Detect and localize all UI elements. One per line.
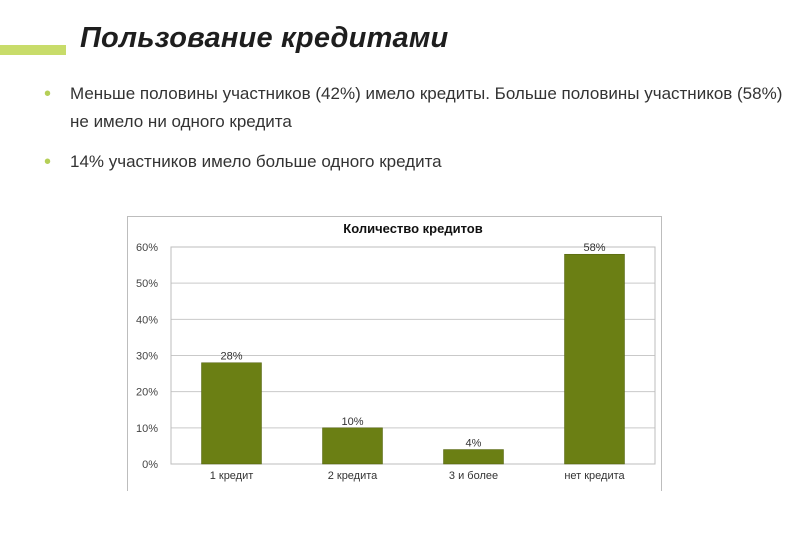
chart-frame: Количество кредитов 0% 10% 20% 30% 40% 50% 60% 2… <box>127 216 662 491</box>
y-tick-label: 60% <box>136 242 158 254</box>
y-tick-label: 20% <box>136 387 158 399</box>
bar-data-label: 58% <box>583 242 605 254</box>
chart-title: Количество кредитов <box>343 221 482 236</box>
bullet-text: Меньше половины участников (42%) имело к… <box>70 84 783 131</box>
y-tick-label: 0% <box>142 459 158 471</box>
x-tick-label: 2 кредита <box>328 470 378 482</box>
plot-area-border <box>170 246 656 465</box>
bullet-list: • Меньше половины участников (42%) имело… <box>44 80 784 188</box>
y-tick-label: 30% <box>136 351 158 363</box>
bar-chart: Количество кредитов 0% 10% 20% 30% 40% 50% 60% 2… <box>136 221 656 482</box>
bullet-dot-icon: • <box>44 83 52 105</box>
bar-data-label: 4% <box>466 438 482 450</box>
bar <box>443 449 504 465</box>
bar <box>322 427 383 465</box>
bar-data-label: 28% <box>220 351 242 363</box>
x-tick-label: 3 и более <box>449 470 498 482</box>
bar-data-label: 10% <box>341 416 363 428</box>
x-tick-label: 1 кредит <box>210 470 254 482</box>
bullet-dot-icon: • <box>44 151 52 173</box>
y-tick-label: 40% <box>136 314 158 326</box>
bar <box>201 362 262 465</box>
bullet-item: • Меньше половины участников (42%) имело… <box>44 80 784 136</box>
bar <box>564 253 625 465</box>
title-accent-bar <box>0 45 66 55</box>
bullet-text: 14% участников имело больше одного креди… <box>70 152 442 171</box>
x-tick-label: нет кредита <box>564 470 625 482</box>
y-tick-label: 50% <box>136 278 158 290</box>
bullet-item: • 14% участников имело больше одного кре… <box>44 148 784 176</box>
y-tick-label: 10% <box>136 423 158 435</box>
slide-title: Пользование кредитами <box>80 22 449 54</box>
